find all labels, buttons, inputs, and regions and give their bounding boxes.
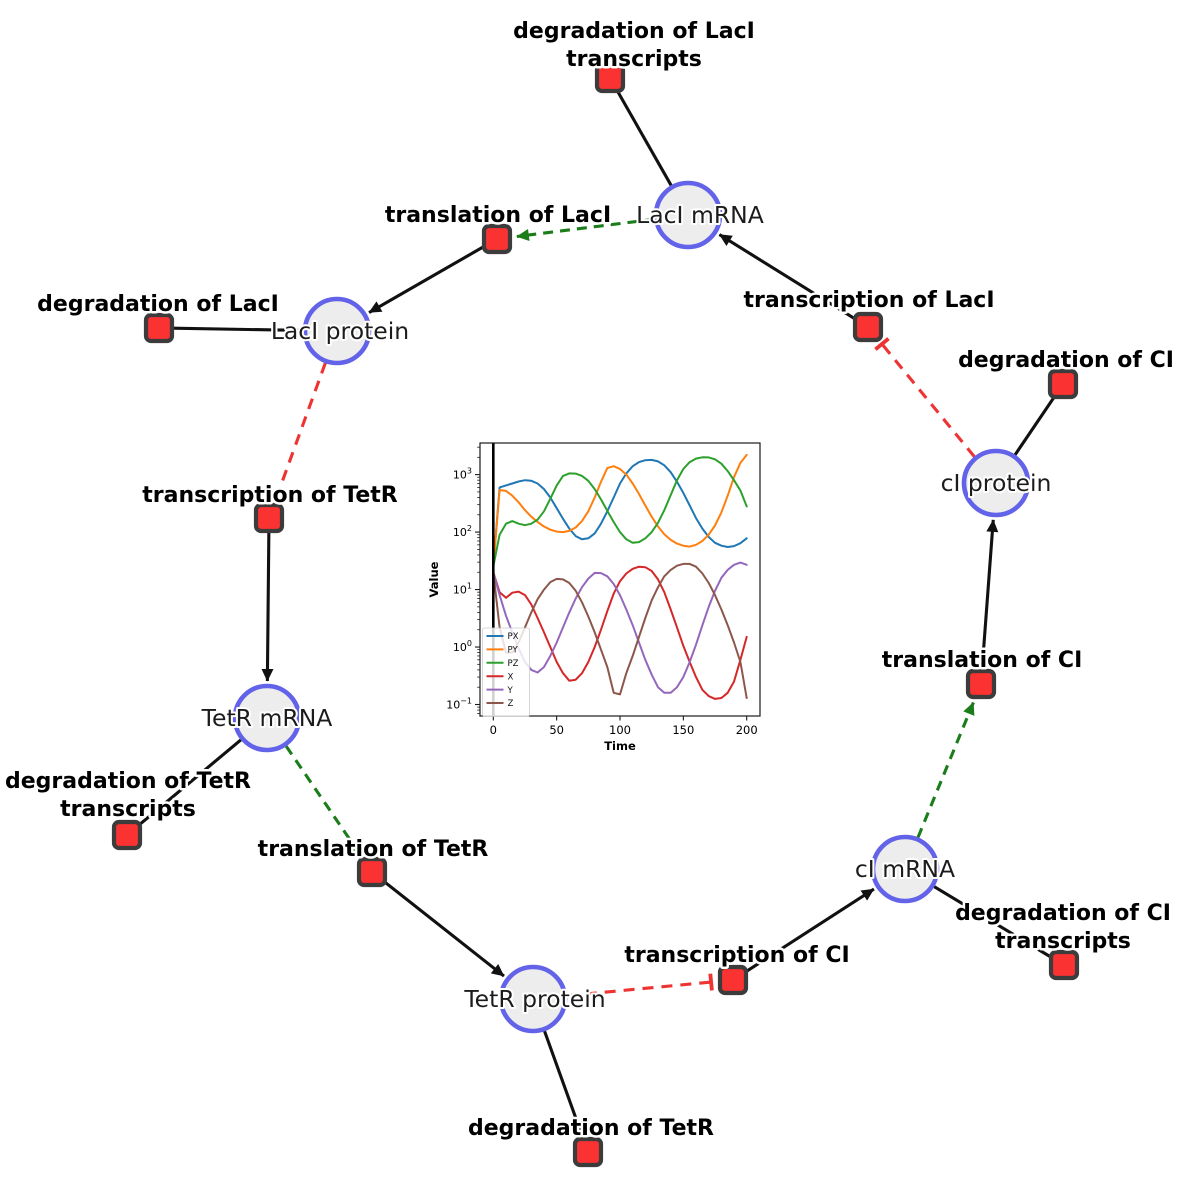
- reaction-label-deg_tetr: degradation of TetR: [468, 1116, 714, 1141]
- edge-production-translation_ci-ci_protein: [980, 519, 999, 671]
- inset-chart-svg: 0 50 100 150 20010310210110010−1TimeValuePXP…: [425, 436, 770, 758]
- edge-consumption-ci_mrna-deg_ci_transcripts: [931, 884, 1053, 960]
- legend-label-X: X: [508, 672, 514, 682]
- reaction-node-deg_laci[interactable]: [143, 312, 175, 344]
- reaction-node-deg_ci_transcripts[interactable]: [1048, 949, 1080, 981]
- edge-consumption-ci_protein-deg_ci: [1012, 394, 1057, 458]
- reaction-label-transcription_laci: transcription of LacI: [743, 288, 994, 313]
- svg-text:10−1: 10−1: [446, 697, 472, 712]
- svg-text:100: 100: [453, 639, 472, 654]
- reaction-label-deg_ci: degradation of CI: [958, 348, 1174, 373]
- series-Y: [492, 561, 748, 694]
- svg-text:100: 100: [609, 723, 631, 737]
- species-node-tetr_mrna[interactable]: [232, 683, 302, 753]
- species-node-ci_mrna[interactable]: [870, 834, 940, 904]
- reaction-label-translation_tetr: translation of TetR: [258, 837, 489, 862]
- species-label-laci_mrna: LacI mRNA: [636, 201, 764, 229]
- reaction-node-deg_laci_transcripts[interactable]: [594, 62, 626, 94]
- inset-chart: 0 50 100 150 200 103 102 101 100 10−1 Time Value PX P…: [425, 436, 770, 758]
- reaction-node-translation_laci[interactable]: [481, 223, 513, 255]
- series-PZ: [492, 456, 748, 568]
- legend-label-PZ: PZ: [508, 659, 519, 669]
- species-node-laci_mrna[interactable]: [653, 180, 723, 250]
- species-label-laci_protein: LacI protein: [271, 317, 409, 345]
- edge-production-translation_laci-laci_protein: [368, 244, 486, 314]
- reaction-label-translation_laci: translation of LacI: [385, 203, 611, 228]
- edge-production-transcription_tetr-tetr_mrna: [261, 531, 274, 682]
- edge-modifier-laci_mrna-translation_laci: [516, 217, 655, 241]
- edge-inhibition-laci_protein-transcription_tetr: [267, 362, 327, 503]
- species-label-tetr_protein: TetR protein: [463, 985, 605, 1013]
- legend-label-Y: Y: [507, 686, 514, 696]
- reaction-label-deg_laci: degradation of LacI: [37, 292, 279, 317]
- legend-label-PY: PY: [508, 646, 519, 656]
- edge-modifier-tetr_mrna-translation_tetr: [284, 745, 363, 857]
- svg-text:150: 150: [672, 723, 694, 737]
- reaction-node-transcription_laci[interactable]: [852, 311, 884, 343]
- species-label-ci_protein: cI protein: [941, 469, 1052, 497]
- svg-text:200: 200: [736, 723, 758, 737]
- reaction-node-deg_tetr[interactable]: [572, 1136, 604, 1168]
- species-node-laci_protein[interactable]: [302, 296, 372, 366]
- chart-legend: PX PY PZ XYZ: [482, 627, 530, 717]
- reaction-node-transcription_tetr[interactable]: [253, 502, 285, 534]
- reaction-node-deg_tetr_transcripts[interactable]: [111, 819, 143, 851]
- reaction-node-deg_ci[interactable]: [1047, 368, 1079, 400]
- reaction-node-transcription_ci[interactable]: [717, 964, 749, 996]
- reaction-label-transcription_ci: transcription of CI: [624, 943, 849, 968]
- edge-layer: [136, 89, 1057, 1140]
- chart-axes: 0 50 100 150 200 103 102 101 100 10−1 Time Value: [427, 446, 758, 753]
- edge-modifier-ci_mrna-translation_ci: [916, 701, 975, 839]
- edge-consumption-tetr_protein-deg_tetr: [542, 1028, 585, 1140]
- legend-label-Z: Z: [508, 699, 514, 709]
- legend-label-PX: PX: [508, 632, 519, 642]
- y-axis-label: Value: [427, 561, 441, 597]
- edge-inhibition-ci_protein-transcription_laci: [874, 337, 976, 458]
- svg-text:102: 102: [453, 524, 472, 539]
- edge-production-transcription_ci-ci_mrna: [743, 887, 875, 974]
- svg-text:0: 0: [490, 723, 497, 737]
- x-axis-label: Time: [604, 739, 636, 753]
- edge-production-transcription_laci-laci_mrna: [718, 233, 857, 321]
- edge-inhibition-tetr_protein-transcription_ci: [566, 973, 714, 998]
- species-label-tetr_mrna: TetR mRNA: [201, 704, 333, 732]
- series-X: [492, 565, 748, 700]
- reaction-label-deg_tetr_transcripts: degradation of TetR transcripts: [5, 769, 251, 822]
- species-label-ci_mrna: cI mRNA: [855, 855, 955, 883]
- edge-consumption-laci_mrna-deg_laci_transcripts: [615, 89, 674, 188]
- chart-series: [492, 453, 748, 700]
- label-layer: LacI mRNA LacI protein cI protein TetR mRNA…: [2, 17, 1176, 1144]
- edge-production-translation_tetr-tetr_protein: [382, 879, 505, 978]
- svg-text:50: 50: [549, 723, 564, 737]
- edge-consumption-tetr_mrna-deg_tetr_transcripts: [136, 737, 244, 828]
- chart-background: [425, 436, 770, 758]
- reaction-node-translation_tetr[interactable]: [356, 856, 388, 888]
- reaction-label-translation_ci: translation of CI: [882, 648, 1083, 673]
- reaction-node-translation_ci[interactable]: [965, 668, 997, 700]
- reaction-label-deg_ci_transcripts: degradation of CI transcripts: [955, 901, 1171, 954]
- reaction-label-deg_laci_transcripts: degradation of LacI transcripts: [513, 19, 755, 72]
- node-layer: [111, 62, 1080, 1168]
- reaction-label-transcription_tetr: transcription of TetR: [142, 483, 398, 508]
- species-node-ci_protein[interactable]: [961, 448, 1031, 518]
- species-node-tetr_protein[interactable]: [498, 964, 568, 1034]
- series-Z: [492, 562, 748, 699]
- svg-text:103: 103: [453, 467, 472, 482]
- svg-text:101: 101: [453, 582, 472, 597]
- edge-consumption-laci_protein-deg_laci: [172, 326, 306, 333]
- series-PX: [492, 458, 748, 568]
